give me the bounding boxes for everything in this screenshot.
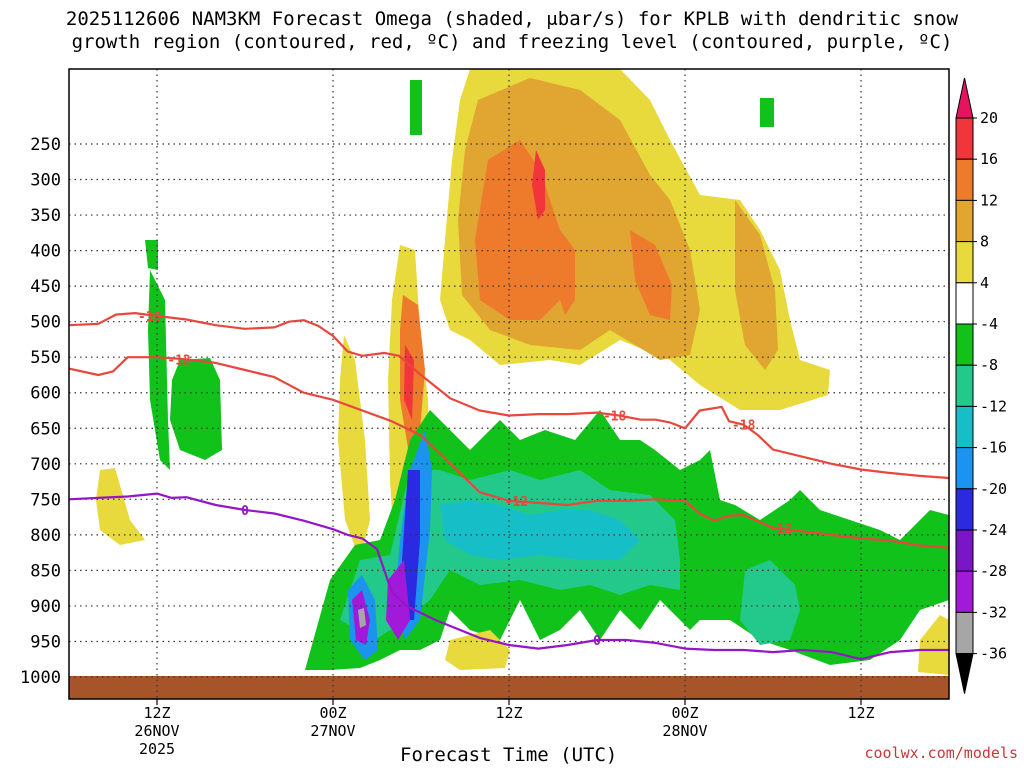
y-tick-label: 550 [30, 348, 61, 368]
credit-text: coolwx.com/models [864, 744, 1018, 762]
y-tick-label: 650 [30, 419, 61, 439]
contour-layer [69, 312, 949, 661]
y-tick-label: 350 [30, 206, 61, 226]
x-axis-title: Forecast Time (UTC) [400, 744, 618, 766]
x-tick-year: 2025 [139, 740, 175, 758]
omega-shade-core-gray [358, 608, 366, 628]
y-tick-label: 700 [30, 455, 61, 475]
colorbar-box [955, 323, 974, 366]
y-tick-label: 1000 [20, 668, 61, 688]
colorbar-label: 12 [980, 191, 998, 209]
colorbar-box [955, 117, 974, 160]
red-contour-label: -12 [769, 522, 792, 537]
y-tick-label: 450 [30, 277, 61, 297]
red-contour-label: -12 [167, 353, 190, 368]
omega-shade-patch-2 [148, 270, 170, 470]
colorbar-label: 16 [980, 150, 998, 168]
colorbar-label: -12 [980, 397, 1007, 415]
colorbar-label: 4 [980, 274, 989, 292]
purple-contour-label: 0 [241, 504, 249, 519]
colorbar-label: -4 [980, 315, 998, 333]
omega-shade-lower-cyan [440, 500, 640, 560]
colorbar-box [955, 241, 974, 284]
contour-line-2 [69, 492, 949, 661]
colorbar-box [955, 405, 974, 449]
red-contour-label: -18 [138, 310, 162, 325]
omega-shade-upper-orange-2 [630, 230, 672, 320]
colorbar-top-arrow [955, 77, 974, 119]
colorbar-box [955, 364, 974, 407]
omega-shade-patch-3 [170, 358, 222, 460]
colorbar-label: -16 [980, 439, 1007, 457]
omega-shade-upper-gold-east [735, 200, 778, 370]
y-tick-label: 850 [30, 561, 61, 581]
omega-shade-upper-red [532, 150, 545, 220]
purple-contour-label: 0 [593, 634, 601, 649]
colorbar-label: -24 [980, 521, 1007, 539]
x-tick-label: 00Z [671, 704, 698, 722]
omega-shade-column-darkblue [402, 470, 420, 620]
omega-shade-lower-sea-east [740, 560, 800, 645]
colorbar-label: 20 [980, 109, 998, 127]
colorbar-box [955, 199, 974, 243]
colorbar-box [955, 529, 974, 572]
y-tick-label: 750 [30, 490, 61, 510]
omega-shade-core-violet-2 [386, 560, 410, 640]
x-tick-label: 00Z [319, 704, 346, 722]
omega-shade-patch-7 [445, 630, 510, 670]
contour-labels-layer: -18 -12 -18 -12 -18 -12 0 0 [138, 310, 792, 649]
red-contour-label: -18 [603, 409, 627, 424]
colorbar-box [955, 570, 974, 613]
colorbar-box [955, 158, 974, 201]
x-tick-label: 12Z [847, 704, 874, 722]
y-tick-label: 950 [30, 632, 61, 652]
x-tick-date: 27NOV [310, 722, 355, 740]
omega-shade-upper-orange-3 [555, 230, 575, 315]
y-tick-label: 600 [30, 384, 61, 404]
x-tick-date: 26NOV [134, 722, 179, 740]
colorbar: 20 16 12 8 4 -4 -8 -12 -16 -20 -24 -28 -32 -36 [955, 77, 1007, 694]
colorbar-label: -20 [980, 480, 1007, 498]
x-tick-label: 12Z [495, 704, 522, 722]
colorbar-label: 8 [980, 233, 989, 251]
omega-shading-layer [69, 69, 949, 699]
pressure-gridlines [69, 69, 949, 699]
colorbar-box [955, 447, 974, 490]
omega-shade-patch-1 [145, 240, 158, 270]
colorbar-box [955, 611, 974, 655]
red-contour-label: -18 [732, 419, 756, 434]
y-tick-label: 900 [30, 597, 61, 617]
x-tick-label: 12Z [143, 704, 170, 722]
colorbar-label: -8 [980, 356, 998, 374]
y-tick-label: 300 [30, 171, 61, 191]
red-contour-label: -12 [505, 495, 528, 510]
omega-shade-patch-5 [760, 98, 774, 127]
y-tick-label: 500 [30, 313, 61, 333]
colorbar-label: -36 [980, 645, 1007, 663]
contour-line-0 [69, 312, 949, 480]
colorbar-label: -32 [980, 603, 1007, 621]
omega-shade-column-yellow-west [338, 335, 370, 560]
colorbar-box [955, 488, 974, 531]
omega-shade-patch-4 [410, 80, 422, 135]
omega-shade-patch-8 [918, 615, 949, 675]
colorbar-label: -28 [980, 562, 1007, 580]
colorbar-box [955, 282, 974, 325]
contour-line-1 [69, 356, 949, 549]
y-axis: 250 300 350 400 450 500 550 600 650 700 750 800 850 9… [20, 135, 61, 688]
y-tick-label: 800 [30, 526, 61, 546]
x-tick-date: 28NOV [662, 722, 707, 740]
y-tick-label: 250 [30, 135, 61, 155]
chart-title-line-2: growth region (contoured, red, ºC) and f… [71, 31, 953, 53]
chart-title-line-1: 2025112606 NAM3KM Forecast Omega (shaded… [65, 8, 959, 30]
omega-shade-patch-6 [96, 468, 145, 545]
colorbar-bottom-arrow [955, 653, 974, 694]
y-tick-label: 400 [30, 242, 61, 262]
terrain-ground [69, 676, 949, 699]
